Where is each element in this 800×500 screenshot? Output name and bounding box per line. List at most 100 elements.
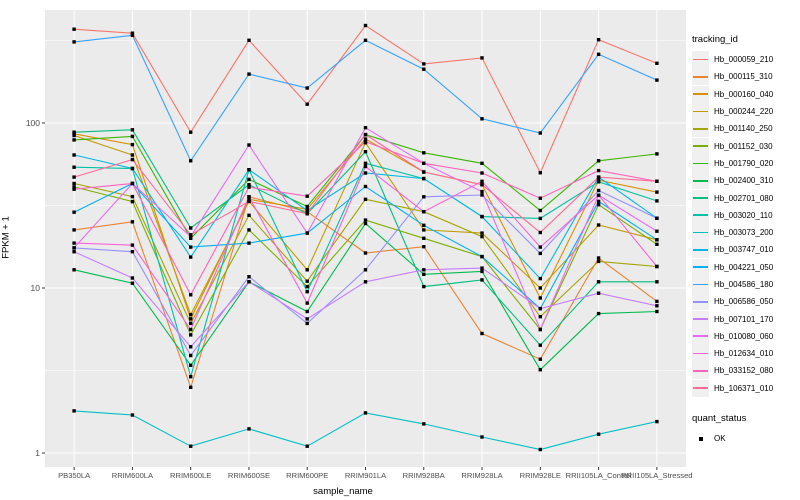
legend-item-label: Hb_002400_310 — [714, 176, 774, 186]
data-point — [189, 245, 193, 249]
data-point — [189, 327, 193, 332]
data-point — [189, 293, 193, 297]
data-point — [72, 175, 76, 179]
data-point — [363, 280, 368, 284]
data-point — [189, 385, 193, 389]
data-point — [130, 31, 135, 35]
data-point — [596, 259, 601, 264]
x-tick-label: PB350LA — [58, 471, 91, 480]
data-point — [72, 27, 76, 31]
legend: tracking_id Hb_000059_210 Hb_000115_310 Hb… — [692, 34, 800, 448]
data-point — [247, 427, 251, 431]
data-point — [72, 250, 76, 254]
data-point — [655, 309, 659, 314]
data-point — [189, 353, 193, 358]
legend-title: tracking_id — [692, 34, 738, 45]
legend-key-line-icon — [693, 370, 708, 372]
data-point — [422, 170, 426, 174]
legend-item-label: Hb_000059_210 — [714, 55, 774, 65]
data-point — [189, 159, 193, 163]
y-tick-label: 100 — [25, 118, 40, 128]
legend-item: Hb_003020_110 — [692, 206, 800, 224]
legend-key-swatch — [692, 154, 709, 172]
data-point — [655, 216, 659, 220]
legend-key-swatch — [692, 51, 709, 69]
data-point — [72, 40, 76, 44]
data-point — [72, 210, 76, 214]
data-point — [130, 413, 135, 417]
data-point — [480, 278, 484, 282]
data-point — [480, 231, 484, 235]
data-point — [363, 251, 368, 255]
data-point — [72, 187, 76, 191]
legend-key-line-icon — [693, 249, 708, 251]
data-point — [596, 311, 601, 316]
data-point — [538, 251, 542, 256]
data-point — [247, 38, 251, 42]
legend-key-swatch — [692, 206, 709, 224]
data-point — [596, 280, 601, 284]
data-point — [189, 317, 193, 321]
data-point — [538, 276, 542, 281]
data-point — [363, 132, 368, 137]
data-point — [305, 231, 309, 235]
data-point — [305, 301, 309, 305]
data-point — [538, 216, 542, 221]
legend-key-swatch — [692, 362, 709, 380]
data-point — [596, 38, 601, 42]
legend-item-label: Hb_106371_010 — [714, 383, 774, 393]
legend-item: Hb_001140_250 — [692, 120, 800, 138]
data-point — [538, 245, 542, 249]
data-point — [130, 199, 135, 204]
data-point — [655, 179, 659, 183]
data-point — [305, 444, 309, 448]
data-point — [130, 134, 135, 139]
legend-item-label: Hb_000244_220 — [714, 107, 774, 117]
legend-item-label: Hb_001790_020 — [714, 158, 774, 168]
data-point — [189, 236, 193, 240]
data-point — [480, 161, 484, 165]
data-point — [363, 140, 368, 144]
data-point — [480, 254, 484, 259]
data-point — [480, 234, 484, 239]
data-point — [130, 220, 135, 224]
x-axis-title: sample_name — [313, 486, 373, 497]
data-point — [130, 276, 135, 280]
data-point — [247, 275, 251, 279]
data-point — [480, 171, 484, 175]
data-point — [130, 157, 135, 162]
data-point — [596, 256, 601, 260]
data-point — [189, 226, 193, 230]
legend-item: Hb_003747_010 — [692, 241, 800, 259]
data-point — [305, 268, 309, 272]
data-point — [189, 234, 193, 239]
legend-item-label: Hb_001140_250 — [714, 124, 773, 134]
legend-key-line-icon — [693, 318, 708, 320]
data-point — [130, 142, 135, 147]
data-point — [596, 199, 601, 204]
data-point — [422, 161, 426, 165]
quant-key-swatch — [692, 430, 709, 448]
x-tick-label: RRIM600PE — [286, 471, 329, 480]
data-point — [655, 229, 659, 233]
legend-item-label: Hb_004221_050 — [714, 262, 774, 272]
legend-item: Hb_000160_040 — [692, 85, 800, 103]
data-point — [655, 78, 659, 82]
data-point — [655, 264, 659, 269]
data-point — [305, 212, 309, 216]
data-point — [596, 193, 601, 197]
legend-item: Hb_000059_210 — [692, 51, 800, 69]
legend-item: Hb_002400_310 — [692, 172, 800, 190]
legend-key-line-icon — [693, 145, 708, 147]
legend-item: Hb_000244_220 — [692, 103, 800, 121]
legend-key-line-icon — [693, 231, 708, 234]
data-point — [422, 176, 426, 181]
legend-key-line-icon — [693, 214, 708, 217]
data-point — [189, 255, 193, 259]
data-point — [538, 357, 542, 361]
data-point — [596, 203, 601, 207]
legend-key-line-icon — [693, 387, 708, 390]
data-point — [130, 33, 135, 37]
data-point — [305, 279, 309, 283]
